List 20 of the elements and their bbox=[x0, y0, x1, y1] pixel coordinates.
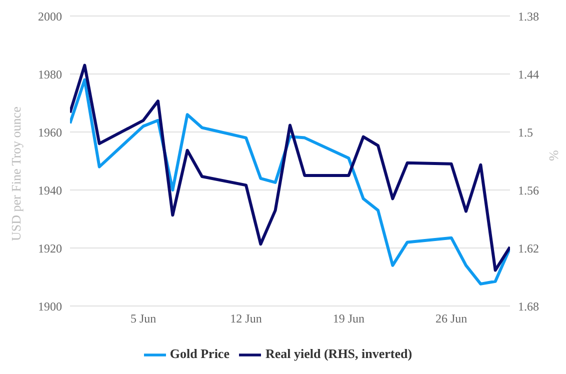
x-tick-label: 5 Jun bbox=[130, 312, 156, 326]
x-tick-label: 19 Jun bbox=[332, 312, 365, 326]
y-tick-label: 2000 bbox=[38, 9, 62, 24]
y-tick-label: 1980 bbox=[38, 67, 62, 82]
y2-tick-label: 1.5 bbox=[518, 125, 533, 140]
y-tick-label: 1940 bbox=[38, 183, 62, 198]
y-tick-label: 1920 bbox=[38, 241, 62, 256]
x-tick-label: 26 Jun bbox=[435, 312, 468, 326]
y2-tick-label: 1.68 bbox=[518, 299, 539, 314]
y-axis-title: USD per Fine Troy ounce bbox=[8, 106, 24, 241]
y2-tick-label: 1.62 bbox=[518, 241, 539, 256]
y2-tick-label: 1.38 bbox=[518, 9, 539, 24]
y-tick-label: 1900 bbox=[38, 299, 62, 314]
y2-tick-label: 1.56 bbox=[518, 183, 539, 198]
y-tick-label: 1960 bbox=[38, 125, 62, 140]
y2-axis-title: % bbox=[546, 150, 562, 162]
legend-label: Real yield (RHS, inverted) bbox=[265, 346, 412, 361]
legend-label: Gold Price bbox=[170, 346, 230, 361]
y2-tick-label: 1.44 bbox=[518, 67, 539, 82]
x-tick-label: 12 Jun bbox=[230, 312, 262, 326]
